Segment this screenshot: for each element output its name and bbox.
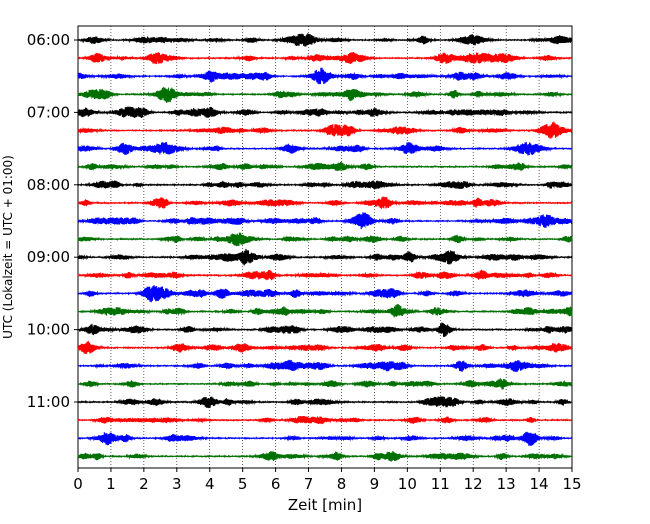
- seismogram-trace: [77, 180, 573, 190]
- x-tick-label: 11: [431, 475, 450, 493]
- x-tick-label: 1: [106, 475, 116, 493]
- seismogram-trace: [77, 415, 573, 425]
- seismogram-trace: [77, 161, 573, 172]
- seismogram-trace: [77, 106, 573, 119]
- seismogram-trace: [77, 232, 573, 247]
- x-tick-label: 13: [497, 475, 516, 493]
- x-axis-label: Zeit [min]: [288, 496, 362, 514]
- x-tick-label: 15: [562, 475, 581, 493]
- y-axis-label: UTC (Lokalzeit = UTC + 01:00): [1, 155, 15, 339]
- y-axis-ticks: 06:00 07:00 08:00 09:00 10:00 11:00: [27, 31, 78, 411]
- seismogram-trace: [77, 67, 573, 85]
- seismogram-traces: [77, 33, 573, 462]
- x-tick-label: 7: [304, 475, 314, 493]
- x-tick-label: 9: [370, 475, 380, 493]
- seismogram-trace: [77, 340, 573, 354]
- seismogram-trace: [77, 359, 573, 373]
- x-tick-label: 3: [172, 475, 182, 493]
- x-axis-ticks: 0 1 2 3 4 5 6 7 8 9 10 11 12 13 14 15: [73, 468, 582, 493]
- seismogram-trace: [77, 396, 573, 409]
- seismogram-trace: [77, 212, 573, 230]
- seismogram-trace: [77, 285, 573, 303]
- x-tick-label: 6: [271, 475, 281, 493]
- x-tick-label: 12: [464, 475, 483, 493]
- seismogram-trace: [77, 322, 573, 337]
- seismogram-trace: [77, 52, 573, 65]
- x-tick-label: 14: [530, 475, 549, 493]
- seismogram-trace: [77, 121, 573, 139]
- y-tick-label: 09:00: [27, 248, 70, 266]
- y-tick-label: 07:00: [27, 103, 70, 121]
- x-tick-label: 0: [73, 475, 83, 493]
- seismogram-trace: [77, 87, 573, 103]
- x-tick-label: 2: [139, 475, 149, 493]
- seismogram-trace: [77, 269, 573, 281]
- y-tick-label: 06:00: [27, 31, 70, 49]
- seismogram-trace: [77, 450, 573, 462]
- seismogram-trace: [77, 33, 573, 47]
- seismogram-trace: [77, 248, 573, 266]
- y-tick-label: 10:00: [27, 321, 70, 339]
- seismogram-trace: [77, 142, 573, 156]
- x-tick-label: 4: [205, 475, 215, 493]
- seismogram-trace: [77, 196, 573, 209]
- seismogram-trace: [77, 431, 573, 446]
- seismogram-trace: [77, 304, 573, 318]
- y-tick-label: 08:00: [27, 176, 70, 194]
- x-tick-label: 8: [337, 475, 347, 493]
- x-tick-label: 10: [398, 475, 417, 493]
- y-tick-label: 11:00: [27, 393, 70, 411]
- seismogram-trace: [77, 378, 573, 390]
- x-tick-label: 5: [238, 475, 248, 493]
